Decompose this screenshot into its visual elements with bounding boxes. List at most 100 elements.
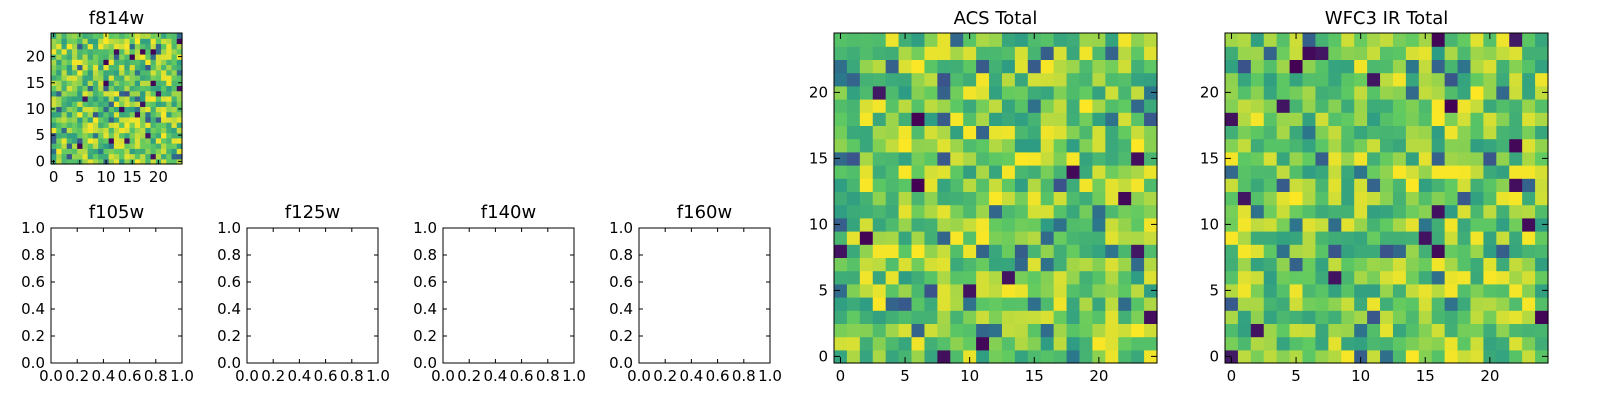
heatmap-cell — [834, 151, 848, 166]
heatmap-cell — [1315, 85, 1329, 100]
x-tick-label: 0 — [836, 367, 846, 385]
heatmap-cell — [846, 151, 861, 166]
heatmap-cell — [846, 112, 861, 126]
heatmap-cell — [1496, 231, 1510, 245]
heatmap-cell — [1040, 125, 1055, 140]
heatmap-cell — [176, 85, 183, 92]
heatmap-cell — [82, 111, 89, 118]
heatmap-cell — [1367, 59, 1381, 74]
y-tick-label: 5 — [1209, 281, 1219, 299]
heatmap-cell — [963, 138, 977, 153]
heatmap-cell — [1418, 283, 1433, 298]
heatmap-cell — [1431, 323, 1446, 338]
heatmap-cell — [1522, 46, 1536, 60]
heatmap-cell — [108, 111, 115, 118]
heatmap-cell — [1444, 336, 1459, 351]
heatmap-cell — [1341, 257, 1355, 272]
heatmap-cell — [1341, 99, 1355, 113]
heatmap-cell — [1315, 112, 1329, 126]
heatmap-cell — [1354, 191, 1368, 206]
heatmap-cell — [1405, 112, 1420, 126]
heatmap-cell — [98, 64, 104, 71]
heatmap-cell — [161, 132, 167, 139]
heatmap-cell — [976, 217, 990, 232]
heatmap-cell — [87, 85, 94, 92]
heatmap-cell — [1131, 349, 1145, 364]
heatmap-cell — [950, 349, 964, 364]
heatmap-cell — [150, 111, 157, 118]
heatmap-cell — [1144, 99, 1158, 113]
heatmap-cell — [898, 204, 913, 219]
heatmap-cell — [1092, 46, 1106, 60]
heatmap-cell — [119, 85, 125, 92]
heatmap-cell — [71, 153, 78, 160]
heatmap-cell — [898, 33, 913, 47]
heatmap-cell — [976, 112, 990, 126]
heatmap-cell — [1118, 310, 1132, 324]
heatmap-cell — [1144, 217, 1158, 232]
heatmap-cell — [1225, 165, 1239, 179]
heatmap-cell — [834, 125, 848, 140]
heatmap-cell — [1328, 72, 1342, 87]
heatmap-cell — [1040, 244, 1055, 258]
heatmap-cell — [1315, 165, 1329, 179]
heatmap-cell — [103, 101, 110, 107]
heatmap-cell — [1431, 204, 1446, 219]
heatmap-cell — [71, 101, 78, 107]
heatmap-cell — [1289, 33, 1304, 47]
heatmap-cell — [963, 165, 977, 179]
heatmap-cell — [171, 153, 178, 160]
heatmap-cell — [1131, 257, 1145, 272]
heatmap-cell — [1470, 310, 1484, 324]
heatmap-cell — [872, 33, 887, 47]
heatmap-cell — [1509, 270, 1523, 285]
heatmap-cell — [1470, 323, 1484, 338]
heatmap-cell — [1225, 323, 1239, 338]
heatmap-cell — [1341, 336, 1355, 351]
heatmap-cells-wfc3-ir-total — [1225, 33, 1549, 364]
heatmap-cell — [1483, 72, 1497, 87]
heatmap-cell — [1276, 297, 1291, 311]
heatmap-cell — [1263, 270, 1278, 285]
heatmap-cell — [1092, 310, 1106, 324]
heatmap-cell — [937, 85, 951, 100]
heatmap-cell — [1105, 323, 1119, 338]
heatmap-cell — [1431, 46, 1446, 60]
heatmap-cell — [1509, 33, 1523, 47]
heatmap-cell — [911, 178, 926, 192]
heatmap-cell — [1457, 46, 1472, 60]
heatmap-cell — [1509, 204, 1523, 219]
heatmap-cell — [950, 138, 964, 153]
heatmap-cell — [56, 137, 63, 144]
heatmap-cell — [71, 132, 78, 139]
heatmap-cell — [145, 85, 152, 92]
y-tick-label: 0.0 — [609, 354, 633, 372]
heatmap-cell — [82, 127, 89, 134]
heatmap-cell — [1302, 46, 1317, 60]
heatmap-cell — [1509, 191, 1523, 206]
heatmap-cell — [1066, 231, 1081, 245]
heatmap-cell — [1509, 217, 1523, 232]
heatmap-cell — [885, 178, 900, 192]
heatmap-cell — [98, 74, 104, 81]
x-tick-label: 0.2 — [457, 367, 481, 385]
y-tick-label: 5 — [818, 281, 828, 299]
heatmap-cell — [1131, 231, 1145, 245]
heatmap-cell — [1027, 336, 1042, 351]
heatmap-cell — [87, 43, 94, 50]
heatmap-cell — [1302, 33, 1317, 47]
heatmap-cell — [1496, 46, 1510, 60]
heatmap-cell — [1079, 191, 1093, 206]
heatmap-cell — [1014, 217, 1029, 232]
heatmap-cell — [1144, 191, 1158, 206]
heatmap-cell — [66, 106, 73, 113]
heatmap-cell — [1131, 244, 1145, 258]
heatmap-cell — [1053, 33, 1068, 47]
heatmap-cell — [71, 33, 78, 39]
heatmap-cell — [92, 137, 99, 144]
heatmap-cell — [1444, 310, 1459, 324]
heatmap-cell — [1105, 151, 1119, 166]
heatmap-cell — [911, 297, 926, 311]
heatmap-cell — [1444, 204, 1459, 219]
heatmap-cell — [1118, 138, 1132, 153]
